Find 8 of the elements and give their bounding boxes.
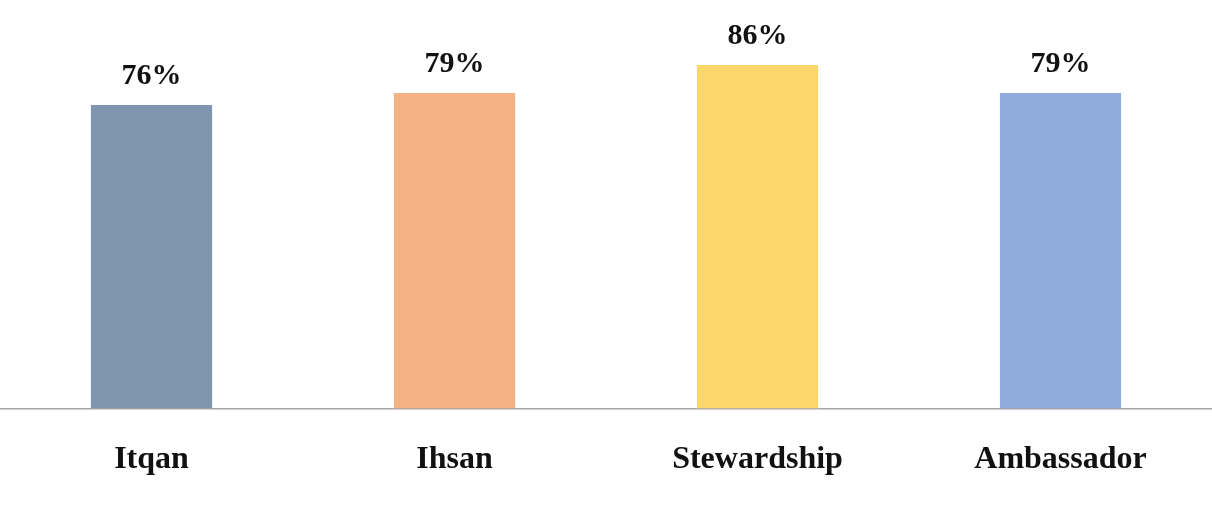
data-label: 76% — [121, 56, 182, 90]
x-tick-label: Itqan — [114, 439, 190, 476]
x-tick-label: Ihsan — [416, 439, 493, 476]
x-tick-label: Ambassador — [974, 439, 1147, 476]
data-label: 79% — [1030, 44, 1091, 78]
data-label: 79% — [424, 44, 485, 78]
data-label: 86% — [727, 16, 788, 50]
x-tick-label: Stewardship — [672, 439, 843, 476]
